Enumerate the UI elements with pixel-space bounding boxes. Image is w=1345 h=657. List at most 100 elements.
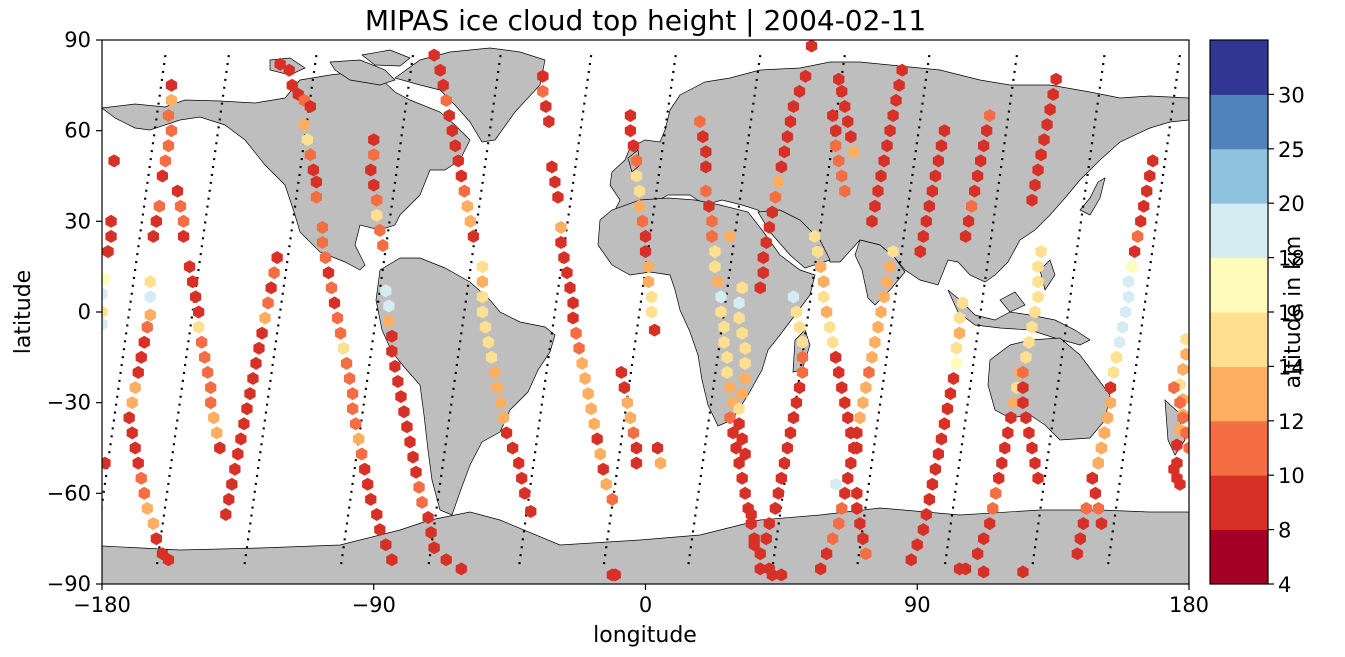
data-point bbox=[374, 223, 386, 237]
data-point bbox=[325, 281, 338, 295]
data-point bbox=[827, 335, 839, 349]
data-point bbox=[129, 381, 141, 395]
orbit-tracks bbox=[102, 54, 1182, 570]
data-point bbox=[972, 169, 984, 183]
data-point bbox=[781, 130, 793, 144]
data-point bbox=[645, 305, 658, 319]
colorbar-tick-label: 25 bbox=[1278, 138, 1305, 162]
data-point bbox=[914, 245, 926, 259]
data-point bbox=[150, 214, 162, 228]
data-point bbox=[600, 477, 612, 491]
data-point bbox=[301, 133, 313, 147]
y-tick-label: −90 bbox=[47, 572, 91, 596]
data-point bbox=[105, 214, 117, 228]
data-point bbox=[555, 220, 567, 234]
data-point bbox=[866, 350, 878, 364]
data-point bbox=[1002, 426, 1014, 440]
data-point bbox=[214, 441, 226, 455]
data-point bbox=[815, 562, 827, 576]
data-point bbox=[857, 396, 869, 410]
data-point bbox=[736, 387, 748, 401]
data-point bbox=[1120, 305, 1132, 319]
data-point bbox=[821, 547, 833, 561]
data-point bbox=[371, 193, 383, 207]
data-point bbox=[383, 299, 395, 313]
data-point bbox=[624, 411, 636, 425]
data-point bbox=[796, 335, 809, 349]
data-point bbox=[1174, 396, 1186, 410]
colorbar-tick-label: 16 bbox=[1278, 301, 1305, 325]
data-point bbox=[757, 251, 769, 265]
data-point bbox=[1144, 169, 1156, 183]
data-point bbox=[150, 532, 162, 546]
data-point bbox=[1180, 426, 1189, 440]
data-point bbox=[1177, 411, 1189, 425]
data-point bbox=[1020, 350, 1032, 364]
data-point bbox=[796, 365, 809, 379]
data-point bbox=[597, 462, 609, 476]
colorbar-segment bbox=[1210, 475, 1268, 531]
data-point bbox=[1032, 163, 1044, 177]
data-point bbox=[736, 281, 748, 295]
data-point bbox=[875, 169, 887, 183]
data-point bbox=[935, 139, 947, 153]
data-point bbox=[938, 124, 951, 138]
data-point bbox=[386, 553, 398, 567]
data-point bbox=[555, 236, 567, 249]
data-point bbox=[334, 326, 347, 340]
colorbar-segment bbox=[1210, 529, 1268, 585]
data-point bbox=[389, 359, 401, 373]
data-point bbox=[848, 441, 860, 455]
data-point bbox=[733, 311, 745, 325]
colorbar-ticks: 4 8 10 12 14 16 18 20 25 30 bbox=[1268, 83, 1305, 597]
data-point bbox=[739, 356, 751, 370]
data-point bbox=[1047, 87, 1059, 101]
data-point bbox=[165, 93, 178, 107]
data-point bbox=[392, 375, 404, 388]
data-point bbox=[836, 84, 848, 98]
x-axis-ticks: −180 −90 0 90 180 bbox=[73, 584, 1209, 617]
data-point bbox=[1026, 193, 1038, 207]
data-point bbox=[1035, 148, 1047, 162]
data-point bbox=[129, 441, 141, 455]
data-point bbox=[1095, 441, 1108, 455]
data-point bbox=[543, 115, 555, 129]
data-point bbox=[247, 372, 259, 385]
data-point bbox=[833, 72, 845, 86]
data-point bbox=[202, 365, 214, 379]
data-point bbox=[171, 184, 184, 198]
data-point bbox=[950, 356, 963, 370]
data-point bbox=[959, 229, 972, 243]
data-point bbox=[651, 441, 664, 455]
y-tick-label: 0 bbox=[78, 300, 91, 324]
data-point bbox=[1080, 501, 1092, 515]
data-point bbox=[1074, 532, 1086, 546]
data-point bbox=[821, 305, 833, 319]
data-point bbox=[706, 229, 718, 243]
data-point bbox=[836, 381, 848, 395]
data-point bbox=[413, 480, 425, 494]
data-point bbox=[304, 100, 316, 113]
data-point bbox=[353, 432, 365, 446]
data-point bbox=[718, 320, 730, 334]
data-point bbox=[223, 492, 235, 506]
data-point bbox=[416, 495, 428, 509]
data-point bbox=[283, 63, 295, 77]
data-point bbox=[1138, 199, 1150, 213]
data-point bbox=[132, 456, 144, 470]
data-point bbox=[827, 109, 839, 123]
orbit-track-6 bbox=[602, 54, 677, 570]
data-point bbox=[446, 124, 458, 138]
data-point bbox=[304, 148, 316, 162]
data-point bbox=[1171, 438, 1183, 452]
chart-title: MIPAS ice cloud top height | 2004-02-11 bbox=[364, 4, 927, 37]
colorbar-tick-label: 10 bbox=[1278, 464, 1305, 488]
data-point bbox=[1168, 462, 1180, 476]
orbit-track-9 bbox=[855, 54, 931, 570]
data-point bbox=[1092, 501, 1104, 515]
data-point bbox=[1089, 486, 1101, 500]
data-point bbox=[848, 145, 860, 159]
data-point bbox=[833, 154, 845, 168]
data-point bbox=[425, 526, 437, 540]
data-point bbox=[561, 266, 573, 280]
